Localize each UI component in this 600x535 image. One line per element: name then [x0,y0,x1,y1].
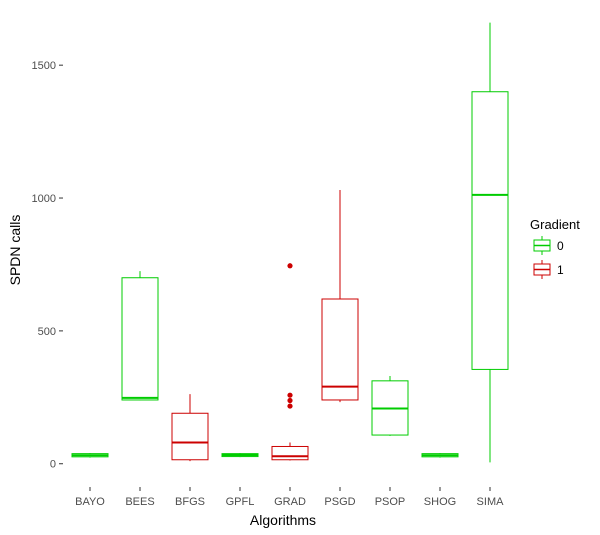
outlier-point [287,392,293,398]
box-gpfl [221,453,259,458]
outlier-point [287,403,293,409]
box-iqr [321,298,359,401]
box-shog [421,453,459,458]
box-psop [371,376,409,436]
y-axis: 0 500 1000 1500 [32,60,63,471]
legend-label: 1 [557,263,564,277]
legend-title: Gradient [530,217,580,232]
box-iqr [171,412,209,461]
box-iqr [121,277,159,401]
x-axis: BAYO BEES BFGS GPFL GRAD PSGD PSOP SHOG SIMA [75,487,504,508]
y-tick-label: 0 [50,459,56,471]
y-axis-title: SPDN calls [7,215,23,286]
box-bees [121,271,159,401]
box-iqr [271,445,309,461]
x-tick-label: GPFL [226,496,255,508]
y-tick-label: 1500 [32,60,56,72]
x-axis-title: Algorithms [250,512,316,528]
box-grad [271,263,309,461]
box-bayo [71,453,109,458]
y-tick-label: 1000 [32,193,56,205]
x-tick-label: BEES [125,496,154,508]
box-psgd [321,190,359,403]
x-tick-label: GRAD [274,496,306,508]
x-tick-label: BAYO [75,496,105,508]
y-tick-label: 500 [38,326,56,338]
box-sima [471,22,509,463]
outlier-point [287,263,293,269]
x-tick-label: BFGS [175,496,205,508]
outlier-point [287,397,293,404]
x-tick-label: PSOP [375,496,406,508]
x-tick-label: SIMA [477,496,505,508]
box-iqr [471,91,509,370]
boxes [71,22,509,463]
x-tick-label: SHOG [424,496,456,508]
x-tick-label: PSGD [324,496,355,508]
legend: Gradient 0 1 [530,217,580,279]
box-bfgs [171,394,209,462]
legend-label: 0 [557,239,564,253]
